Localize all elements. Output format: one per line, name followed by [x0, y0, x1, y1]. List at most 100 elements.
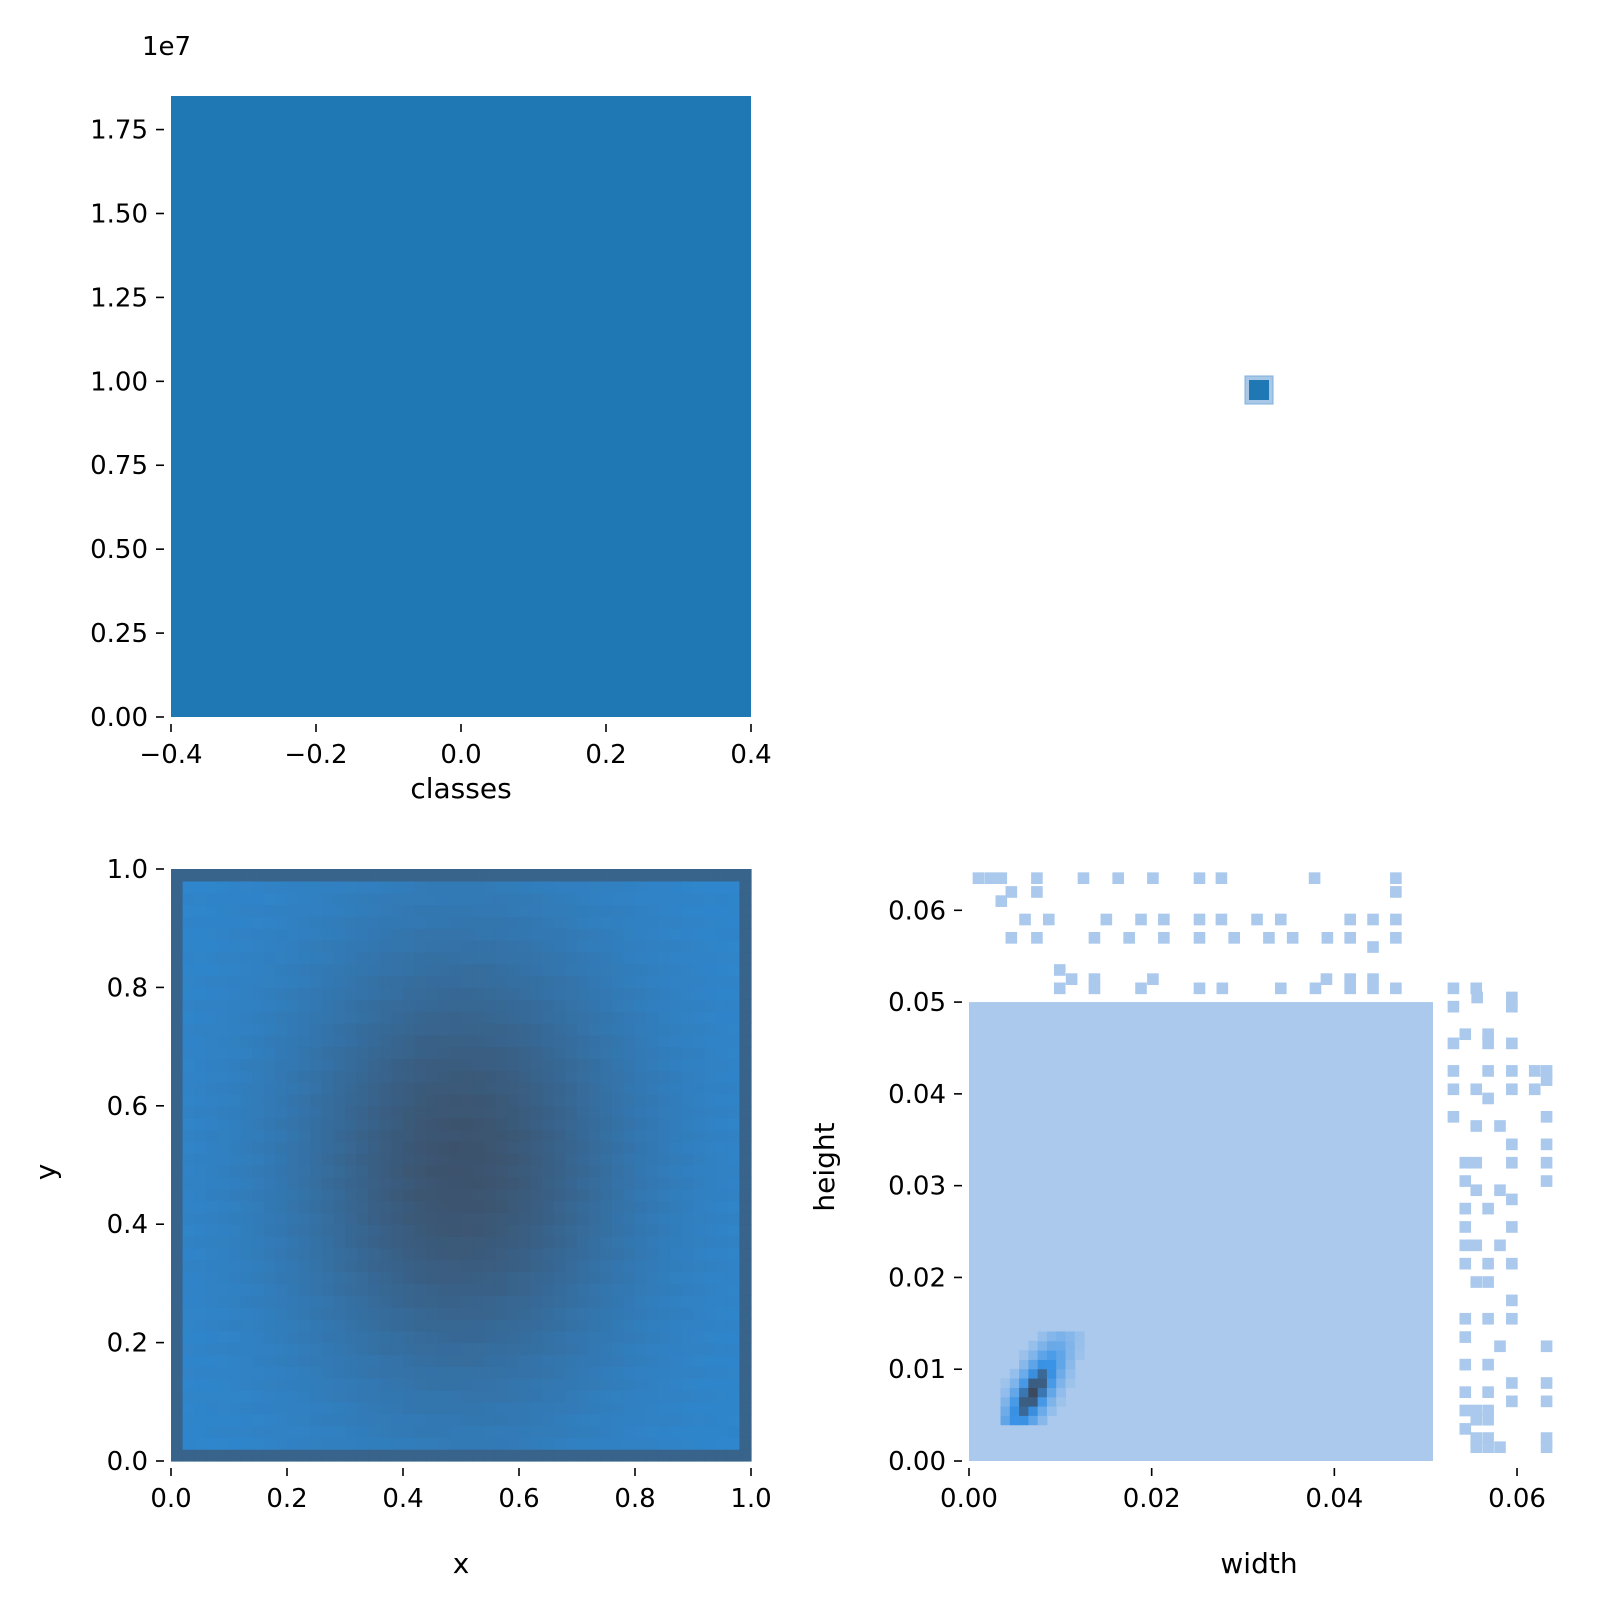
xy-heatmap-cell — [646, 1034, 659, 1048]
xy-heatmap-cell — [426, 1307, 439, 1320]
xy-heatmap-cell — [727, 916, 740, 929]
xy-heatmap-cell — [229, 1413, 242, 1427]
xy-heatmap-cell — [739, 1176, 752, 1190]
xy-heatmap-cell — [611, 1046, 624, 1060]
xy-heatmap-cell — [368, 904, 381, 917]
xy-heatmap-cell — [623, 1236, 636, 1249]
xy-heatmap-cell — [623, 1070, 636, 1083]
xy-heatmap-cell — [171, 1389, 184, 1403]
xy-heatmap-cell — [623, 1330, 636, 1344]
xy-heatmap-cell — [263, 1307, 276, 1320]
xy-heatmap-cell — [333, 1105, 346, 1119]
xy-heatmap-cell — [345, 1283, 358, 1296]
xy-heatmap-cell — [507, 1200, 520, 1213]
xy-heatmap-cell — [553, 1437, 566, 1450]
xy-heatmap-cell — [217, 869, 230, 882]
xy-heatmap-cell — [368, 1046, 381, 1060]
xy-heatmap-cell — [449, 869, 462, 882]
xy-heatmap-cell — [321, 1093, 334, 1107]
xy-heatmap-cell — [495, 1034, 508, 1048]
xy-heatmap-cell — [426, 892, 439, 906]
heatmap-sparse-cell — [1470, 1276, 1483, 1288]
xy-heatmap-cell — [426, 1070, 439, 1083]
xy-heatmap-cell — [229, 1342, 242, 1356]
heatmap-sparse-cell — [1506, 1221, 1518, 1233]
xy-heatmap-cell — [519, 1366, 532, 1379]
xy-heatmap-cell — [391, 1034, 404, 1048]
xy-heatmap-cell — [345, 1425, 358, 1438]
xy-heatmap-cell — [542, 904, 555, 917]
xy-heatmap-cell — [495, 1259, 508, 1273]
xy-heatmap-cell — [379, 1105, 392, 1119]
xy-heatmap-cell — [333, 1295, 346, 1308]
xy-heatmap-cell — [553, 987, 566, 1000]
xy-heatmap-cell — [495, 1212, 508, 1225]
heatmap-hotspot-cell — [1046, 1331, 1057, 1342]
xy-heatmap-cell — [565, 1212, 578, 1225]
xy-heatmap-cell — [229, 1259, 242, 1273]
xy-heatmap-cell — [577, 1236, 590, 1249]
xy-x-ticks: 0.0 0.2 0.4 0.6 0.8 1.0 — [150, 1468, 772, 1514]
xy-heatmap-cell — [472, 1401, 485, 1415]
xy-heatmap-cell — [182, 975, 195, 988]
xy-heatmap-cell — [542, 951, 555, 965]
xy-heatmap-cell — [611, 1449, 624, 1462]
xy-heatmap-cell — [704, 1200, 717, 1213]
xy-heatmap-cell — [275, 1093, 288, 1107]
xy-heatmap-cell — [263, 975, 276, 988]
xy-heatmap-cell — [333, 928, 346, 941]
xy-heatmap-cell — [310, 1425, 323, 1438]
xy-heatmap-cell — [658, 928, 671, 941]
xy-heatmap-cell — [484, 951, 497, 965]
xy-heatmap-cell — [403, 1117, 416, 1131]
xy-heatmap-cell — [681, 928, 694, 941]
xy-heatmap-cell — [217, 1366, 230, 1379]
xy-heatmap-cell — [611, 1425, 624, 1438]
xy-heatmap-cell — [449, 1378, 462, 1391]
xy-heatmap-cell — [727, 1093, 740, 1107]
xy-heatmap-cell — [646, 1011, 659, 1024]
xy-heatmap-cell — [577, 963, 590, 977]
xy-heatmap-cell — [368, 1105, 381, 1119]
xy-heatmap-cell — [379, 1366, 392, 1379]
classes-y-tick-label: 1.25 — [90, 283, 148, 313]
xy-heatmap-cell — [519, 1070, 532, 1083]
xy-heatmap-cell — [368, 963, 381, 977]
xy-heatmap-cell — [403, 892, 416, 906]
xy-heatmap-cell — [287, 1236, 300, 1249]
xy-heatmap-cell — [182, 1354, 195, 1367]
xy-heatmap-cell — [171, 904, 184, 917]
xy-heatmap-cell — [553, 1105, 566, 1119]
xy-heatmap-cell — [461, 975, 474, 988]
xy-heatmap-cell — [263, 928, 276, 941]
xy-heatmap-cell — [484, 1129, 497, 1142]
xy-heatmap-cell — [205, 916, 218, 929]
xy-heatmap-cell — [345, 1401, 358, 1415]
xy-heatmap-cell — [623, 880, 636, 894]
xy-heatmap-cell — [263, 963, 276, 977]
xy-heatmap-cell — [669, 1366, 682, 1379]
xy-heatmap-cells — [171, 869, 752, 1462]
xy-heatmap-cell — [646, 869, 659, 882]
xy-heatmap-cell — [519, 1283, 532, 1296]
xy-heatmap-cell — [437, 1176, 450, 1190]
xy-heatmap-cell — [217, 1389, 230, 1403]
xy-heatmap-cell — [275, 1378, 288, 1391]
xy-heatmap-cell — [704, 1437, 717, 1450]
xy-heatmap-cell — [600, 1117, 613, 1131]
xy-heatmap-cell — [403, 1425, 416, 1438]
xy-heatmap-cell — [716, 1425, 729, 1438]
xy-heatmap-cell — [646, 975, 659, 988]
xy-heatmap-cell — [449, 951, 462, 965]
xy-heatmap-cell — [646, 1318, 659, 1332]
xy-heatmap-cell — [182, 1295, 195, 1308]
xy-heatmap-cell — [577, 1401, 590, 1415]
xy-heatmap-cell — [321, 1236, 334, 1249]
xy-heatmap-cell — [600, 1295, 613, 1308]
xy-heatmap-cell — [519, 1046, 532, 1060]
xy-heatmap-cell — [379, 1153, 392, 1166]
xy-heatmap-cell — [727, 1330, 740, 1344]
xy-heatmap-cell — [217, 1141, 230, 1154]
xy-heatmap-cell — [635, 1378, 648, 1391]
xy-heatmap-cell — [437, 1437, 450, 1450]
